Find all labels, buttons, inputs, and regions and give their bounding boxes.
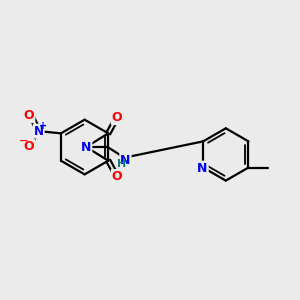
Text: N: N <box>120 154 130 167</box>
Text: O: O <box>112 111 122 124</box>
Text: O: O <box>112 170 122 183</box>
Text: −: − <box>18 135 28 146</box>
Text: O: O <box>24 140 34 153</box>
Text: +: + <box>39 121 47 131</box>
Text: H: H <box>117 159 127 169</box>
Text: N: N <box>34 124 44 138</box>
Text: O: O <box>24 109 34 122</box>
Text: N: N <box>197 162 208 175</box>
Text: N: N <box>81 140 92 154</box>
